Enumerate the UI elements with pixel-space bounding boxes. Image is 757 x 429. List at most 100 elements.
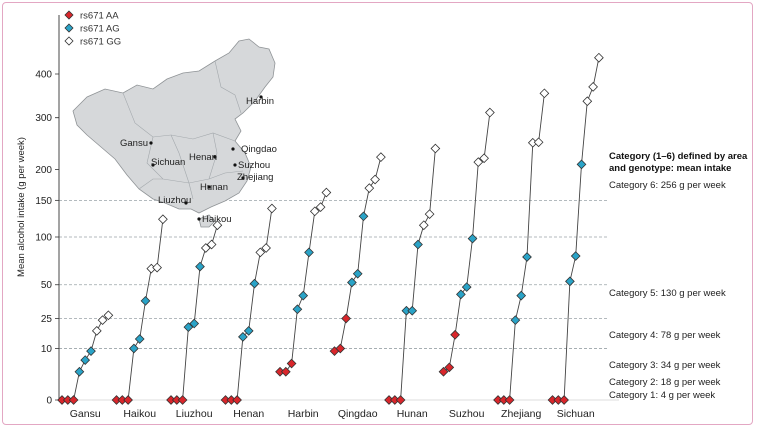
point-ag <box>183 322 194 332</box>
legend-marker <box>64 23 74 33</box>
point-ag <box>358 211 369 222</box>
y-tick-label: 150 <box>35 196 52 207</box>
point-ag <box>249 278 260 289</box>
area-group-sichuan <box>547 52 604 405</box>
point-gg <box>370 174 380 185</box>
point-ag <box>129 343 139 354</box>
y-tick-label: 25 <box>41 314 53 325</box>
x-tick-label: Hunan <box>397 408 428 420</box>
area-group-suzhou <box>438 107 495 377</box>
annotation-heading: Category (1–6) defined by area <box>609 151 748 162</box>
point-gg <box>206 239 217 250</box>
point-gg <box>255 247 266 258</box>
city-marker <box>213 155 217 159</box>
map-border <box>122 92 172 138</box>
city-marker <box>233 163 237 167</box>
point-ag <box>565 276 575 287</box>
city-marker <box>207 185 211 189</box>
point-ag <box>516 290 527 301</box>
y-tick-label: 0 <box>46 396 52 407</box>
city-marker <box>231 147 235 151</box>
x-tick-label: Zhejiang <box>501 408 541 420</box>
legend-marker <box>64 36 74 46</box>
category-label: Category 5: 130 g per week <box>609 288 726 299</box>
point-gg <box>97 315 108 326</box>
point-gg <box>588 82 598 92</box>
category-label: Category 1: 4 g per week <box>609 390 715 401</box>
point-gg <box>309 206 320 217</box>
city-label: Hunan <box>200 182 228 193</box>
point-gg <box>539 88 550 99</box>
city-label: Sichuan <box>151 157 185 168</box>
point-gg <box>485 107 495 118</box>
legend: rs671 AA rs671 AG rs671 GG <box>64 10 121 48</box>
point-ag <box>134 334 145 344</box>
y-tick-label: 100 <box>35 233 52 244</box>
city-label: Qingdao <box>241 144 277 155</box>
x-tick-label: Harbin <box>288 408 319 420</box>
legend-label: rs671 AG <box>80 24 120 35</box>
point-ag <box>298 290 309 301</box>
area-group-henan <box>220 203 277 405</box>
point-aa <box>559 395 569 405</box>
point-gg <box>152 262 162 273</box>
point-aa <box>438 366 449 377</box>
map-border <box>214 60 242 114</box>
x-tick-label: Haikou <box>123 408 156 420</box>
annotation-heading: and genotype: mean intake <box>609 163 731 174</box>
point-ag <box>195 261 205 272</box>
connector-line <box>116 219 164 401</box>
point-gg <box>212 220 223 231</box>
city-label: Haikou <box>202 214 232 225</box>
point-gg <box>364 183 375 193</box>
map-hainan <box>198 214 216 228</box>
area-group-gansu <box>57 310 114 405</box>
category-label: Category 6: 256 g per week <box>609 180 726 191</box>
city-label: Liuzhou <box>158 195 191 206</box>
point-gg <box>594 52 604 63</box>
legend-label: rs671 GG <box>80 37 121 48</box>
point-ag <box>243 325 254 336</box>
city-marker <box>149 141 153 145</box>
point-ag <box>467 233 478 244</box>
city-label: Gansu <box>120 138 148 149</box>
legend-marker <box>64 10 74 20</box>
connector-line <box>334 157 382 352</box>
legend-label: rs671 AA <box>80 11 119 22</box>
area-group-hunan <box>384 143 441 405</box>
city-marker <box>259 95 263 99</box>
category-label: Category 4: 78 g per week <box>609 330 721 341</box>
city-label: Suzhou <box>238 160 270 171</box>
point-ag <box>238 332 248 342</box>
y-tick-label: 10 <box>41 344 53 355</box>
map-border <box>138 178 163 190</box>
point-gg <box>321 187 332 198</box>
point-gg <box>424 209 435 220</box>
point-aa <box>504 395 515 405</box>
map-border <box>188 182 194 200</box>
city-marker <box>151 163 155 167</box>
point-aa <box>123 395 133 405</box>
y-tick-label: 50 <box>41 280 53 291</box>
point-gg <box>267 203 277 214</box>
point-aa <box>286 358 297 369</box>
point-gg <box>158 214 168 225</box>
connector-line <box>171 225 218 401</box>
point-aa <box>450 329 460 340</box>
series-layer <box>57 52 604 405</box>
y-axis: 0 10 25 50 100 150 200 300 400 Mean alcohol intak… <box>16 15 60 407</box>
point-ag <box>522 252 532 262</box>
point-ag <box>86 346 96 356</box>
point-ag <box>189 318 200 329</box>
point-ag <box>352 268 363 279</box>
category-label: Category 3: 34 g per week <box>609 360 721 371</box>
map-border <box>170 132 236 142</box>
x-tick-label: Henan <box>233 408 264 420</box>
point-aa <box>335 343 346 354</box>
point-gg <box>418 220 429 231</box>
connector-line <box>443 112 491 373</box>
point-gg <box>533 137 544 148</box>
point-gg <box>261 243 271 253</box>
point-ag <box>576 159 587 170</box>
map-outline <box>72 38 276 214</box>
